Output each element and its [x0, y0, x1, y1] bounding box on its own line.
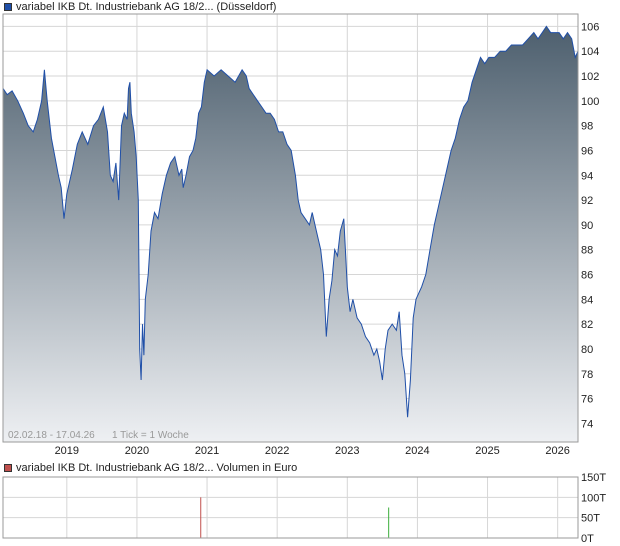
price-y-tick-label: 92 [581, 195, 593, 207]
volume-y-tick-label: 50T [581, 513, 600, 525]
price-x-tick-label: 2019 [55, 445, 79, 457]
price-y-tick-label: 74 [581, 418, 593, 430]
price-x-tick-label: 2021 [195, 445, 219, 457]
volume-y-axis: 0T 50T 100T 150T [581, 472, 606, 545]
price-y-tick-label: 80 [581, 344, 593, 356]
price-legend-swatch [4, 3, 12, 11]
volume-y-tick-label: 0T [581, 533, 594, 545]
price-y-tick-label: 86 [581, 270, 593, 282]
volume-frame [2, 476, 579, 539]
volume-legend: variabel IKB Dt. Industriebank AG 18/2..… [4, 462, 297, 474]
price-y-tick-label: 98 [581, 121, 593, 133]
price-y-tick-label: 94 [581, 170, 593, 182]
volume-y-tick-label: 150T [581, 472, 606, 484]
price-x-tick-label: 2025 [475, 445, 499, 457]
price-y-tick-label: 76 [581, 394, 593, 406]
volume-bars [200, 497, 390, 538]
price-area [3, 26, 578, 443]
price-series-line [2, 25, 579, 418]
volume-bar [388, 507, 390, 538]
price-legend-label: variabel IKB Dt. Industriebank AG 18/2..… [16, 1, 277, 13]
volume-y-tick-label: 100T [581, 492, 606, 504]
volume-legend-label: variabel IKB Dt. Industriebank AG 18/2..… [16, 462, 298, 474]
price-y-tick-label: 90 [581, 220, 593, 232]
price-frame [2, 13, 579, 443]
volume-legend-swatch [4, 464, 12, 472]
price-y-tick-label: 106 [581, 21, 599, 33]
price-y-tick-label: 84 [581, 294, 593, 306]
price-y-tick-label: 78 [581, 369, 593, 381]
price-y-axis: 74 76 78 80 82 84 86 88 90 92 94 96 98 100 102 104 106 [581, 21, 599, 430]
price-y-tick-label: 82 [581, 319, 593, 331]
price-y-tick-label: 88 [581, 245, 593, 257]
price-x-tick-label: 2023 [335, 445, 359, 457]
price-legend: variabel IKB Dt. Industriebank AG 18/2..… [4, 1, 276, 13]
price-y-tick-label: 100 [581, 96, 599, 108]
volume-bar [200, 497, 202, 538]
volume-grid [3, 476, 578, 539]
footer-tick: 1 Tick = 1 Woche [112, 430, 189, 441]
price-x-tick-label: 2024 [405, 445, 429, 457]
price-y-tick-label: 96 [581, 145, 593, 157]
price-y-tick-label: 104 [581, 46, 599, 58]
price-x-axis: 2019 2020 2021 2022 2023 2024 2025 2026 [55, 445, 570, 457]
watermark: CK [360, 231, 389, 253]
price-y-tick-label: 102 [581, 71, 599, 83]
price-x-tick-label: 2026 [545, 445, 569, 457]
footer-range: 02.02.18 - 17.04.26 [8, 430, 95, 441]
price-x-tick-label: 2020 [125, 445, 149, 457]
price-x-tick-label: 2022 [265, 445, 289, 457]
